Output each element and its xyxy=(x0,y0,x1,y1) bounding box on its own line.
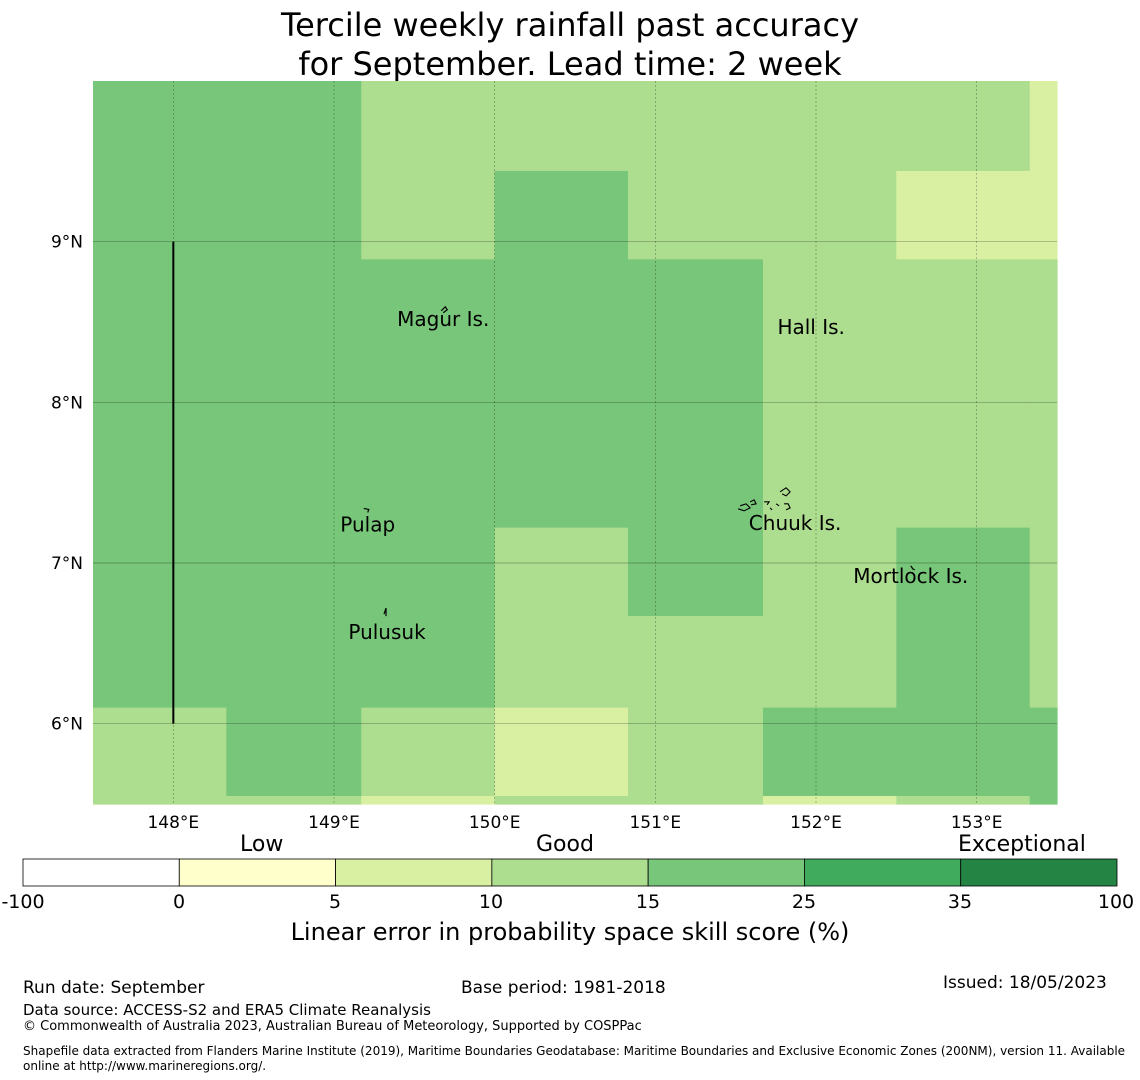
colorbar xyxy=(22,858,1118,887)
place-labels: Magur Is. Hall Is. Pulap Chuuk Is. Mortlock … xyxy=(340,307,968,644)
x-tick-label: 148°E xyxy=(147,813,199,833)
shapefile-credit-line-2: online at http://www.marineregions.org/. xyxy=(23,1059,267,1073)
grid-cell xyxy=(226,707,362,797)
colorbar-label: Linear error in probability space skill … xyxy=(290,918,850,946)
colorbar-swatch xyxy=(491,858,649,887)
place-label: Hall Is. xyxy=(777,315,844,339)
grid-cell xyxy=(628,81,764,260)
legend-category-low: Low xyxy=(240,832,284,857)
place-label: Pulap xyxy=(340,512,395,536)
island-outline xyxy=(383,607,387,617)
grid-cell xyxy=(93,707,227,805)
grid-cell xyxy=(361,81,496,260)
island-outlines xyxy=(363,305,916,617)
colorbar-swatch xyxy=(647,858,805,887)
island-outline xyxy=(363,507,370,513)
grid-cell xyxy=(1029,81,1058,172)
graticule xyxy=(93,81,1057,804)
copyright: © Commonwealth of Australia 2023, Austra… xyxy=(23,1019,642,1034)
grid-cell xyxy=(628,616,764,805)
y-tick-label: 7°N xyxy=(51,554,83,574)
grid-cell xyxy=(226,795,362,805)
colorbar-tick: 100 xyxy=(1097,891,1135,913)
colorbar-swatch xyxy=(178,858,336,887)
grid-cell xyxy=(762,81,897,709)
colorbar-tick: 10 xyxy=(478,891,504,913)
grid-cell xyxy=(1029,707,1058,805)
grid-cell xyxy=(896,170,1031,260)
place-label: Chuuk Is. xyxy=(749,511,842,535)
island-outline xyxy=(440,305,449,314)
grid-cell xyxy=(896,81,1031,172)
grid-cell xyxy=(762,707,897,797)
place-label: Mortlock Is. xyxy=(853,564,968,588)
grid-cell xyxy=(361,795,496,805)
x-tick-label: 150°E xyxy=(469,813,521,833)
colorbar-tick: 25 xyxy=(791,891,817,913)
colorbar-tick: 0 xyxy=(172,891,186,913)
y-tick-label: 6°N xyxy=(51,715,83,735)
grid-cell xyxy=(494,527,629,709)
x-tick-label: 152°E xyxy=(790,813,842,833)
colorbar-swatch xyxy=(960,858,1118,887)
x-tick-label: 151°E xyxy=(629,813,681,833)
colorbar-tick: -100 xyxy=(1,891,45,913)
grid-cell xyxy=(896,527,1031,797)
grid-cell xyxy=(494,81,629,172)
grid-cell xyxy=(1029,259,1058,709)
colorbar-swatch xyxy=(335,858,493,887)
grid-cell xyxy=(1029,170,1058,260)
map-figure: Magur Is. Hall Is. Pulap Chuuk Is. Mortlock … xyxy=(51,81,1058,833)
x-tick-label: 149°E xyxy=(308,813,360,833)
legend-category-exceptional: Exceptional xyxy=(958,832,1086,857)
colorbar-swatch xyxy=(22,858,180,887)
grid-cell xyxy=(628,259,764,617)
skill-grid xyxy=(93,81,1058,805)
y-tick-label: 8°N xyxy=(51,393,83,413)
grid-cell xyxy=(896,259,1031,529)
colorbar-tick: 15 xyxy=(635,891,661,913)
grid-cell xyxy=(762,795,897,805)
y-tick-label: 9°N xyxy=(51,233,83,253)
chart-title-line-2: for September. Lead time: 2 week xyxy=(298,45,842,83)
grid-cell xyxy=(896,795,1031,805)
place-label: Pulusuk xyxy=(348,620,426,644)
issued-date: Issued: 18/05/2023 xyxy=(943,973,1107,993)
colorbar-swatch xyxy=(804,858,962,887)
data-source: Data source: ACCESS-S2 and ERA5 Climate … xyxy=(23,1001,431,1019)
base-period: Base period: 1981-2018 xyxy=(461,978,666,998)
axis-ticks: 148°E 149°E 150°E 151°E 152°E 153°E 9°N 8°N 7°N 6… xyxy=(51,233,1003,833)
place-label: Magur Is. xyxy=(397,307,489,331)
legend-category-good: Good xyxy=(536,832,594,857)
chart-title-line-1: Tercile weekly rainfall past accuracy xyxy=(280,6,859,44)
shapefile-credit-line-1: Shapefile data extracted from Flanders M… xyxy=(23,1044,1126,1058)
grid-cell xyxy=(361,259,496,709)
chuuk-lagoon-outline xyxy=(737,487,791,512)
colorbar-tick: 5 xyxy=(328,891,342,913)
colorbar-tick: 35 xyxy=(947,891,973,913)
grid-cell xyxy=(361,707,496,797)
grid-cell xyxy=(494,795,629,805)
run-date: Run date: September xyxy=(23,978,205,998)
grid-cell xyxy=(494,707,629,797)
grid-cell xyxy=(93,81,362,709)
x-tick-label: 153°E xyxy=(951,813,1003,833)
island-outline xyxy=(910,565,916,571)
grid-cell xyxy=(494,170,629,529)
